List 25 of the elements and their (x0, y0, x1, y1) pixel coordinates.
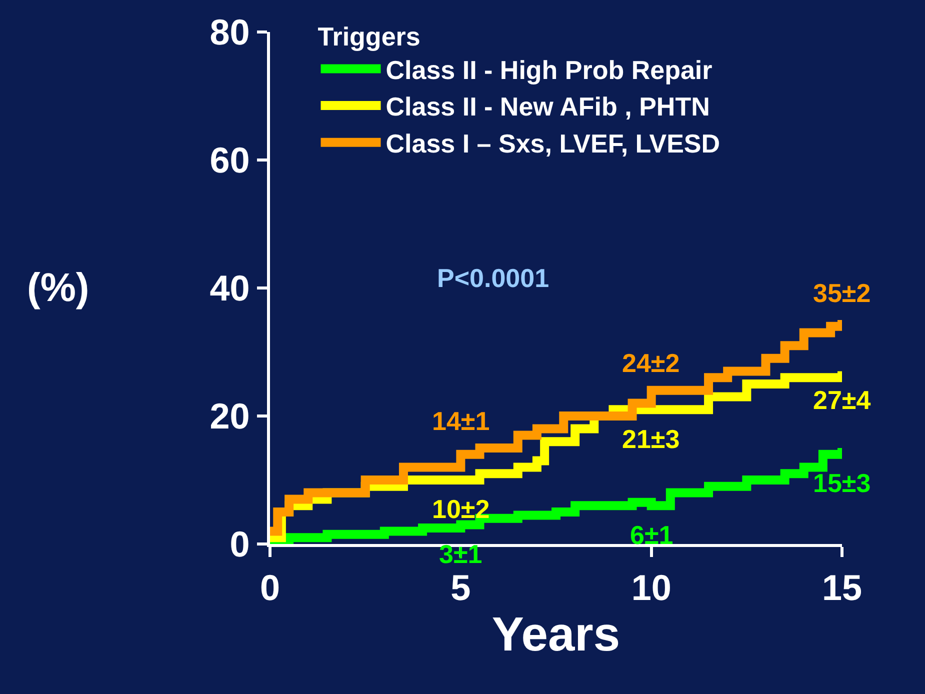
annotation: P<0.0001 (437, 263, 550, 293)
x-tick-label: 15 (822, 567, 862, 608)
data-label: 3±1 (439, 539, 482, 569)
data-label: 24±2 (622, 348, 680, 378)
legend-label: Class I – Sxs, LVEF, LVESD (386, 128, 720, 158)
legend-title: Triggers (318, 21, 420, 52)
x-axis-title: Years (492, 608, 620, 662)
legend-label: Class II - High Prob Repair (386, 54, 712, 85)
x-tick-label: 0 (260, 567, 280, 608)
data-label: 6±1 (630, 520, 674, 550)
data-label: 27±4 (813, 385, 872, 415)
legend-label: Class II - New AFib , PHTN (386, 92, 710, 122)
y-axis-title: (%) (27, 266, 90, 310)
x-tick-label: 5 (450, 567, 471, 608)
y-tick-label: 40 (210, 268, 250, 309)
data-label: 14±1 (432, 406, 490, 436)
y-tick-label: 0 (230, 524, 250, 565)
y-tick-label: 80 (210, 12, 250, 53)
data-label: 21±3 (622, 424, 680, 454)
y-tick-label: 60 (210, 140, 250, 181)
x-tick-label: 10 (631, 567, 672, 608)
y-tick-label: 20 (210, 396, 250, 437)
data-label: 35±2 (813, 278, 871, 308)
data-label: 10±2 (432, 494, 490, 524)
data-label: 15±3 (813, 468, 871, 498)
